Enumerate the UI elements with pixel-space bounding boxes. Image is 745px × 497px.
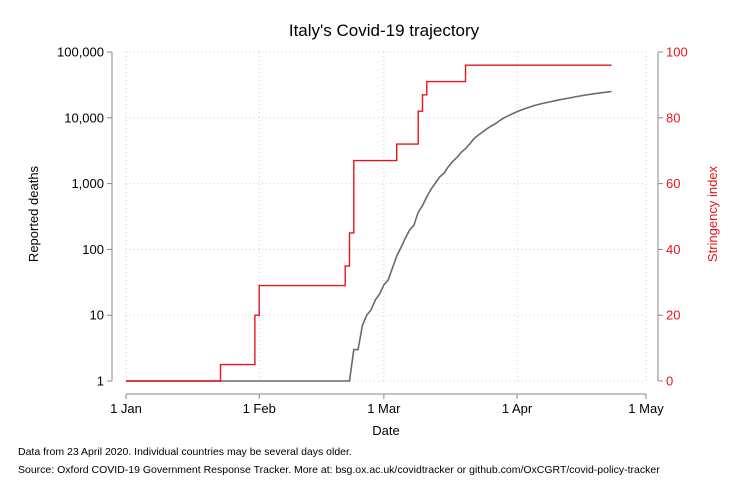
y-axis-right-title: Stringency index	[705, 165, 720, 262]
x-tick-label: 1 Jan	[110, 401, 142, 416]
stringency-line	[126, 64, 612, 382]
y-right-tick-label: 0	[666, 374, 673, 389]
y-left-tick-label: 1	[97, 374, 104, 389]
y-right-tick-label: 60	[666, 176, 680, 191]
y-right-tick-label: 100	[666, 45, 688, 60]
y-right-tick-label: 20	[666, 308, 680, 323]
data-note: Data from 23 April 2020. Individual coun…	[18, 446, 352, 458]
y-left-tick-label: 1,000	[71, 176, 104, 191]
x-tick-label: 1 Mar	[367, 401, 401, 416]
x-axis-title: Date	[372, 423, 399, 438]
y-right-tick-label: 80	[666, 110, 680, 125]
y-left-tick-label: 10	[90, 308, 104, 323]
source-note: Source: Oxford COVID-19 Government Respo…	[18, 464, 660, 476]
x-axis-ticks: 1 Jan 1 Feb 1 Mar 1 Apr 1 May	[110, 394, 664, 416]
left-axis-ticks: 1 10 100 1,000 10,000 100,000	[57, 45, 112, 389]
y-right-tick-label: 40	[666, 242, 680, 257]
deaths-line	[126, 90, 612, 382]
y-axis-left-title: Reported deaths	[26, 165, 41, 262]
grid	[125, 51, 647, 382]
x-tick-label: 1 May	[628, 401, 664, 416]
right-axis-ticks: 0 20 40 60 80 100	[658, 45, 688, 389]
x-tick-label: 1 Apr	[502, 401, 533, 416]
chart-title: Italy's Covid-19 trajectory	[289, 21, 480, 40]
x-tick-label: 1 Feb	[243, 401, 276, 416]
series-layer	[126, 64, 612, 382]
axes	[111, 52, 659, 395]
y-left-tick-label: 10,000	[64, 110, 104, 125]
y-left-tick-label: 100,000	[57, 45, 104, 60]
y-left-tick-label: 100	[82, 242, 104, 257]
